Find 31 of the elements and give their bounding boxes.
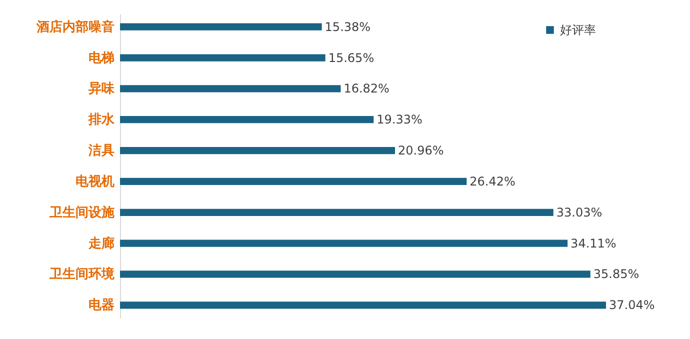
data-label: 33.03%: [556, 205, 602, 220]
bar: [120, 116, 374, 124]
bar: [120, 146, 396, 154]
bar: [120, 270, 590, 278]
data-label: 16.82%: [344, 82, 390, 96]
y-tick-label: 异味: [88, 82, 116, 97]
data-label: 20.96%: [398, 144, 444, 158]
y-tick-label: 电视机: [76, 173, 114, 190]
y-tick-label: 卫生间环境: [48, 266, 116, 282]
y-tick-label: 走廊: [88, 235, 114, 252]
bar: [120, 178, 467, 186]
data-label: 19.33%: [376, 112, 422, 127]
data-label: 26.42%: [470, 174, 516, 188]
bar: [120, 208, 554, 216]
y-tick-label: 排水: [88, 112, 116, 128]
y-tick-label: 洁具: [88, 144, 114, 159]
data-label: 15.38%: [324, 20, 371, 34]
legend-label: 好评率: [560, 23, 596, 37]
data-label: 35.85%: [593, 267, 640, 282]
y-tick-label: 卫生间设施: [48, 204, 116, 220]
bar: [120, 54, 326, 62]
y-tick-label: 电器: [88, 298, 114, 314]
data-label: 15.65%: [328, 50, 374, 65]
bar: [120, 23, 322, 30]
bar: [120, 302, 606, 309]
data-label: 37.04%: [609, 298, 655, 312]
data-label: 34.11%: [570, 236, 616, 250]
y-tick-label: 酒店内部噪音: [36, 18, 114, 35]
bar: [120, 85, 341, 92]
bar: [120, 240, 568, 247]
y-tick-label: 电梯: [88, 50, 114, 66]
